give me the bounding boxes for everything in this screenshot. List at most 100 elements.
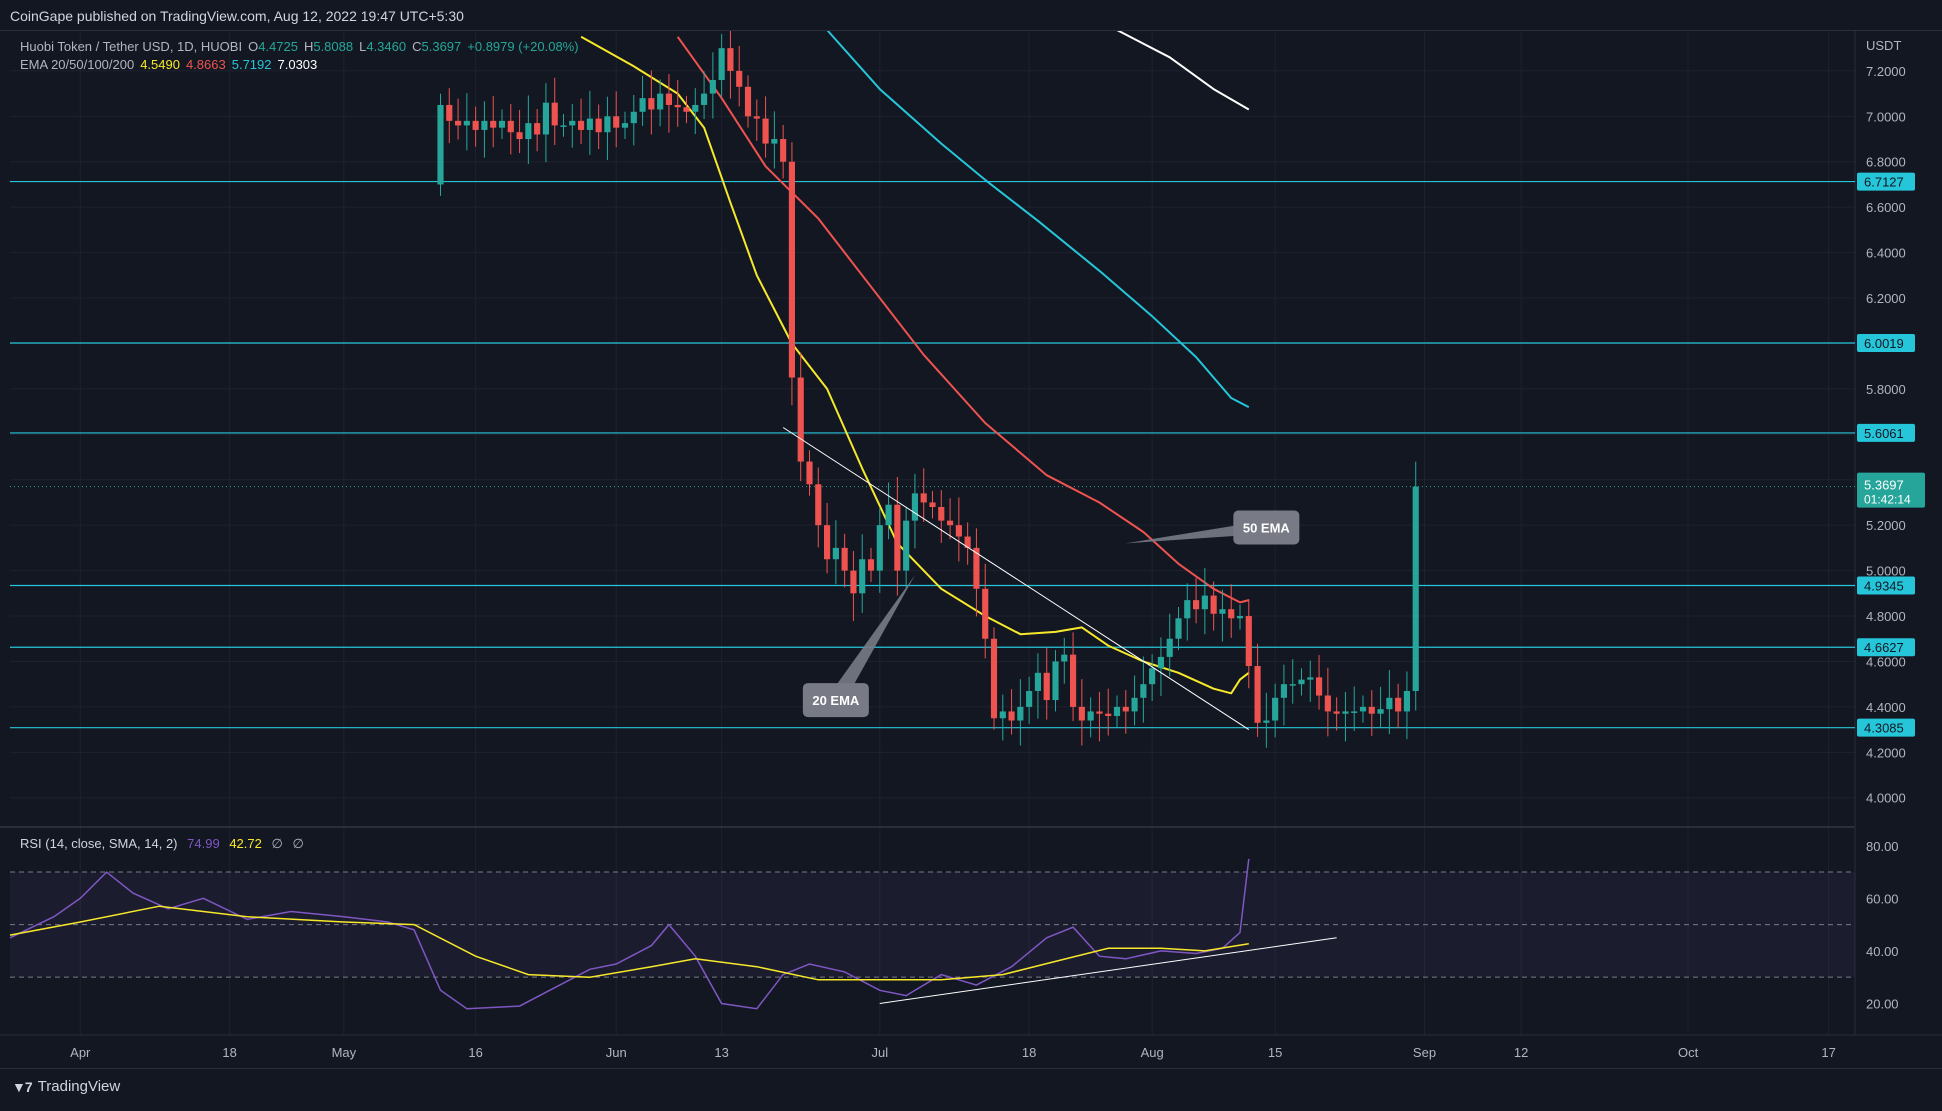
ema100-value: 5.7192 bbox=[231, 57, 272, 72]
candle-body bbox=[727, 48, 734, 71]
candle-body bbox=[771, 139, 778, 144]
callout-pointer bbox=[829, 575, 915, 707]
candle-body bbox=[1377, 709, 1384, 714]
rsi-line bbox=[9, 858, 1250, 1010]
candle-body bbox=[621, 123, 629, 128]
candle-body bbox=[551, 102, 558, 126]
candle-body bbox=[1069, 654, 1077, 707]
candlesticks bbox=[437, 28, 1419, 748]
time-tick-label: Oct bbox=[1678, 1045, 1699, 1060]
callout-label: 50 EMA bbox=[1243, 520, 1291, 535]
time-tick-label: May bbox=[332, 1045, 357, 1060]
candle-body bbox=[586, 118, 593, 130]
candle-body bbox=[1359, 706, 1367, 712]
rsi-empty-2: ∅ bbox=[292, 836, 304, 851]
candle-body bbox=[946, 520, 954, 526]
candle-body bbox=[507, 120, 514, 133]
price-tick-label: 6.6000 bbox=[1866, 200, 1906, 215]
candle-body bbox=[885, 504, 892, 526]
price-tick-label: 5.8000 bbox=[1866, 382, 1906, 397]
candle-body bbox=[1149, 668, 1156, 685]
price-tick-label: 4.2000 bbox=[1866, 745, 1906, 760]
candle-body bbox=[1166, 638, 1173, 657]
current-price-tag bbox=[1857, 472, 1925, 508]
candle-body bbox=[1105, 713, 1112, 716]
candle-body bbox=[1061, 654, 1068, 662]
price-axis[interactable]: USDT 7.2000 7.0000 6.8000 6.6000 6.4000 6.2000… bbox=[1857, 38, 1925, 806]
level-tag bbox=[1857, 172, 1915, 191]
price-tick-label: 7.2000 bbox=[1866, 64, 1906, 79]
current-price-label: 5.3697 bbox=[1864, 478, 1904, 493]
candle-body bbox=[964, 536, 971, 548]
candle-body bbox=[613, 116, 620, 128]
candle-body bbox=[788, 161, 796, 378]
candle-body bbox=[1131, 697, 1138, 712]
level-tag bbox=[1857, 638, 1915, 657]
candle-body bbox=[1078, 706, 1085, 721]
candle-body bbox=[867, 559, 875, 571]
time-tick-label: Apr bbox=[70, 1045, 91, 1060]
time-tick-label: Sep bbox=[1413, 1045, 1436, 1060]
candle-body bbox=[859, 559, 866, 594]
candle-body bbox=[525, 123, 532, 140]
candle-body bbox=[1403, 690, 1411, 712]
candle-body bbox=[604, 116, 611, 133]
price-tick-label: 4.8000 bbox=[1866, 609, 1906, 624]
ema-label[interactable]: EMA 20/50/100/200 bbox=[20, 57, 135, 72]
time-tick-label: Jul bbox=[871, 1045, 888, 1060]
candle-body bbox=[542, 102, 550, 135]
candle-body bbox=[1184, 600, 1191, 619]
candle-body bbox=[876, 525, 883, 571]
candle-body bbox=[665, 93, 673, 105]
candle-body bbox=[1008, 711, 1015, 721]
candle-body bbox=[437, 104, 444, 185]
ema-line bbox=[826, 29, 1250, 408]
candle-body bbox=[674, 104, 681, 108]
candle-body bbox=[990, 638, 998, 719]
tradingview-brand: TradingView bbox=[37, 1078, 121, 1095]
candle-body bbox=[1175, 618, 1182, 639]
rsi-tick-label: 20.00 bbox=[1866, 996, 1899, 1011]
candle-body bbox=[692, 104, 699, 112]
footer-bar bbox=[0, 1068, 1942, 1107]
rsi-axis[interactable]: 80.00 60.00 40.00 20.00 bbox=[1866, 839, 1899, 1012]
candle-body bbox=[454, 120, 462, 126]
candle-body bbox=[1395, 697, 1402, 712]
candle-body bbox=[780, 139, 787, 162]
candle-body bbox=[973, 547, 980, 589]
candle-body bbox=[753, 116, 760, 119]
candle-body bbox=[463, 120, 470, 126]
candle-body bbox=[806, 461, 813, 485]
candle-body bbox=[894, 504, 901, 571]
rsi-tick-label: 40.00 bbox=[1866, 944, 1899, 959]
candle-body bbox=[657, 93, 664, 110]
candle-body bbox=[1245, 616, 1252, 666]
rsi-label[interactable]: RSI (14, close, SMA, 14, 2) bbox=[20, 836, 178, 851]
candle-body bbox=[850, 570, 857, 594]
time-tick-label: 13 bbox=[714, 1045, 728, 1060]
tradingview-logo[interactable]: ▼7 TradingView bbox=[12, 1078, 120, 1095]
candle-body bbox=[955, 525, 962, 537]
candle-body bbox=[516, 132, 523, 140]
time-tick-label: 15 bbox=[1268, 1045, 1282, 1060]
candle-body bbox=[1157, 656, 1165, 669]
level-tag-label: 6.0019 bbox=[1864, 336, 1904, 351]
symbol-title[interactable]: Huobi Token / Tether USD, 1D, HUOBI bbox=[20, 39, 243, 54]
candle-body bbox=[1333, 711, 1340, 714]
rsi-tick-label: 80.00 bbox=[1866, 839, 1899, 854]
rsi-value: 74.99 bbox=[187, 836, 220, 851]
candle-body bbox=[446, 104, 453, 121]
ohlc-close: C5.3697 bbox=[412, 39, 462, 54]
level-tag-label: 5.6061 bbox=[1864, 426, 1904, 441]
candle-body bbox=[938, 507, 945, 521]
time-axis[interactable]: Apr 18 May 16 Jun 13 Jul 18 Aug 15 Sep 12 Oct 17 bbox=[70, 1045, 1836, 1060]
candle-body bbox=[929, 502, 936, 507]
candle-body bbox=[1307, 677, 1314, 680]
candle-body bbox=[1026, 690, 1033, 707]
time-tick-label: 18 bbox=[222, 1045, 236, 1060]
candle-body bbox=[1315, 677, 1323, 696]
candle-body bbox=[903, 520, 910, 571]
candle-body bbox=[1017, 706, 1024, 721]
